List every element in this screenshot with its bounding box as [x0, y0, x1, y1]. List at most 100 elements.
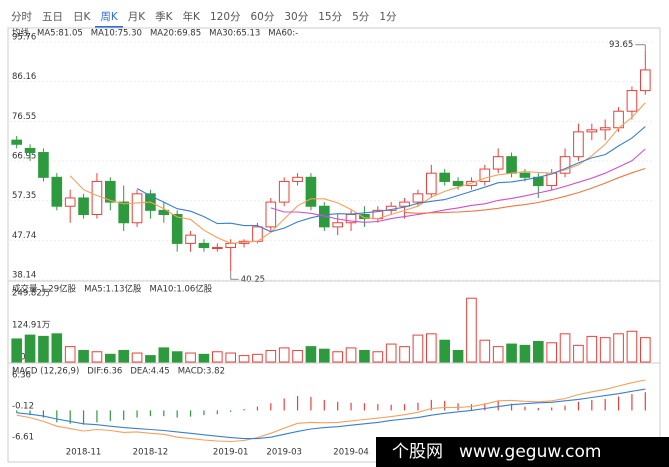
- volume-bar: [385, 343, 397, 363]
- legend-entry: MA10:1.06亿股: [150, 284, 213, 295]
- y-tick-label: -6.61: [12, 433, 34, 443]
- volume-bar: [104, 353, 116, 363]
- y-tick-label: 86.16: [12, 72, 36, 82]
- period-tab[interactable]: 季K: [155, 11, 173, 23]
- volume-bar: [145, 355, 156, 363]
- candle-body: [626, 90, 638, 112]
- volume-bar: [318, 348, 330, 363]
- candle-body: [439, 172, 451, 182]
- period-tab[interactable]: 月K: [127, 11, 146, 23]
- volume-bar: [452, 349, 464, 363]
- volume-bar: [185, 352, 196, 363]
- candle-body: [118, 201, 130, 224]
- y-tick-label: 6.36: [12, 371, 31, 381]
- candle-body: [171, 213, 183, 244]
- volume-bar: [492, 346, 504, 363]
- series-line: [69, 102, 646, 244]
- candle-body: [492, 156, 504, 170]
- x-tick-label: 2019-01: [213, 448, 249, 458]
- series-line: [404, 167, 646, 214]
- legend-entry: MACD:3.82: [178, 367, 225, 377]
- series-line: [16, 388, 646, 440]
- period-tab[interactable]: 五日: [42, 11, 63, 23]
- period-tab[interactable]: 120分: [209, 11, 241, 23]
- candle-body: [131, 193, 143, 224]
- legend-entry: DEA:4.45: [130, 367, 169, 377]
- period-tab[interactable]: 分时: [11, 11, 32, 23]
- y-tick-label: 57.35: [12, 191, 36, 201]
- legend-entry: MA60:-: [268, 29, 298, 39]
- volume-bar: [546, 342, 558, 363]
- y-tick-label: 124.91万: [12, 321, 50, 331]
- volume-bar: [24, 334, 36, 363]
- volume-bar: [359, 349, 370, 363]
- period-tab[interactable]: 5分: [352, 11, 370, 23]
- period-tab[interactable]: 年K: [182, 11, 200, 23]
- legend-entry: MA5:81.05: [37, 29, 83, 39]
- candle-body: [11, 139, 23, 145]
- period-tab[interactable]: 周K: [95, 8, 123, 28]
- watermark-site: 个股网: [392, 442, 443, 462]
- volume-bar: [238, 355, 250, 363]
- y-tick-label: 95.76: [12, 33, 36, 43]
- y-tick-label: 38.14: [12, 271, 36, 281]
- volume-bar: [78, 349, 89, 363]
- volume-bar: [38, 335, 49, 363]
- volume-bar: [252, 353, 263, 363]
- candle-body: [64, 197, 76, 207]
- series-line: [136, 126, 646, 233]
- volume-bar: [131, 352, 143, 363]
- candle-body: [639, 69, 651, 92]
- volume-bar: [439, 339, 451, 363]
- volume-bar: [399, 346, 410, 363]
- period-tab[interactable]: 日K: [73, 11, 91, 23]
- volume-bar: [345, 347, 357, 363]
- legend-entry: MA10:75.30: [91, 29, 142, 39]
- volume-bar: [305, 346, 317, 363]
- volume-bar: [532, 341, 544, 363]
- candle-body: [158, 209, 170, 215]
- period-tab[interactable]: 30分: [284, 11, 309, 23]
- volume-bar: [412, 334, 424, 363]
- candle-body: [506, 156, 517, 174]
- candle-body: [586, 129, 598, 133]
- volume-bar: [171, 351, 183, 363]
- x-tick-label: 2019-04: [333, 448, 369, 458]
- candle-body: [559, 156, 571, 174]
- y-tick-label: 249.82万: [12, 289, 50, 299]
- volume-bar: [425, 333, 437, 363]
- candle-body: [425, 172, 437, 195]
- legend-entry: DIF:6.36: [87, 367, 122, 377]
- low-annotation: 40.25: [241, 275, 265, 285]
- candle-body: [78, 197, 89, 215]
- candle-body: [359, 213, 370, 220]
- period-tab[interactable]: 1分: [379, 11, 397, 23]
- candle-body: [532, 176, 544, 187]
- candle-body: [399, 201, 410, 207]
- volume-bar: [599, 337, 611, 363]
- series-line: [270, 148, 646, 223]
- candle-body: [104, 180, 116, 203]
- high-annotation: 93.65: [609, 40, 633, 50]
- volume-bar: [506, 343, 517, 363]
- frame: [7, 27, 661, 463]
- candle-body: [519, 172, 531, 178]
- volume-bar: [91, 351, 103, 363]
- candle-body: [278, 180, 290, 203]
- volume-bar: [519, 344, 531, 363]
- volume-bar: [265, 349, 277, 363]
- candle-body: [91, 180, 103, 215]
- legend-entry: 均线: [12, 28, 30, 39]
- candle-body: [38, 152, 49, 178]
- candle-body: [225, 242, 237, 249]
- x-tick-label: 2018-11: [66, 448, 102, 458]
- period-tabs: 分时 五日 日K 周K 月K 季K 年K 120分 60分 30分 15分 5分 1分: [6, 8, 402, 28]
- candle-body: [198, 242, 210, 249]
- period-tab[interactable]: 15分: [318, 11, 343, 23]
- candle-body: [599, 127, 611, 131]
- watermark-url: www.geguw.com: [459, 442, 602, 462]
- legend-entry: 成交量 1.29亿股: [12, 284, 77, 295]
- period-tab[interactable]: 60分: [250, 11, 275, 23]
